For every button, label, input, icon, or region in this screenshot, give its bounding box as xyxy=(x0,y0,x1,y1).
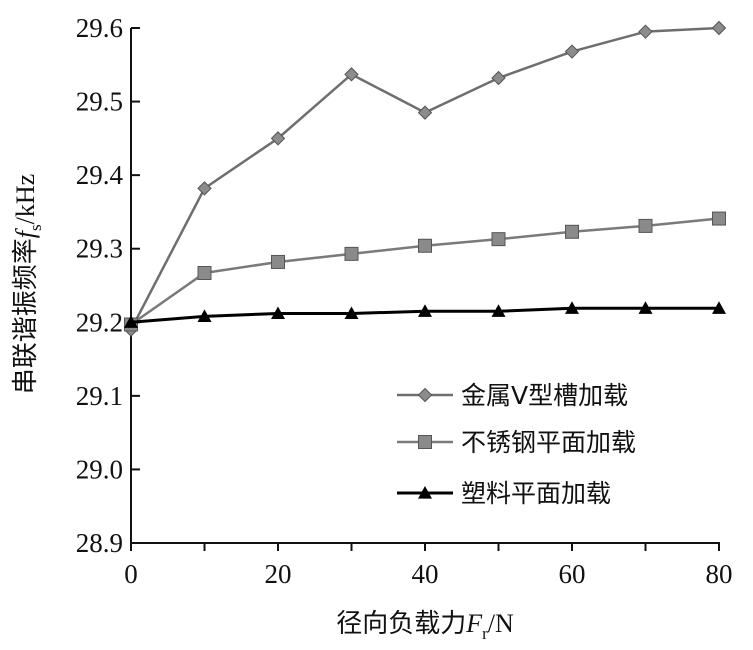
data-point xyxy=(564,44,580,59)
data-point xyxy=(197,265,212,280)
data-point xyxy=(344,306,359,320)
legend-item: 金属V型槽加载 xyxy=(397,381,628,410)
data-point xyxy=(638,301,653,314)
legend-marker xyxy=(418,435,432,449)
series-line xyxy=(129,26,720,331)
y-tick-label: 29.4 xyxy=(76,160,124,190)
y-tick-label: 29.5 xyxy=(76,87,123,117)
y-tick-labels: 28.9 29.0 29.1 29.2 29.3 29.4 29.5 29.6 xyxy=(76,13,124,558)
data-point xyxy=(565,224,579,239)
data-point xyxy=(491,304,506,317)
data-point xyxy=(344,67,359,82)
legend-label: 金属V型槽加载 xyxy=(461,381,628,410)
y-tick-label: 29.2 xyxy=(76,307,123,337)
data-point xyxy=(418,304,432,317)
data-point xyxy=(197,309,212,322)
data-point xyxy=(271,306,285,320)
x-tick-label: 80 xyxy=(706,559,733,589)
data-point xyxy=(418,238,432,253)
x-tick-label: 0 xyxy=(124,559,138,589)
x-tick-label: 40 xyxy=(412,559,439,589)
series-layer xyxy=(123,20,727,337)
x-tick-label: 60 xyxy=(559,559,586,589)
data-point xyxy=(491,70,506,86)
legend-marker xyxy=(417,387,433,403)
y-axis-title: 串联谐振频率fs/kHz xyxy=(11,174,45,394)
data-point xyxy=(712,211,726,226)
x-tick-label: 20 xyxy=(265,559,292,589)
data-point xyxy=(711,20,727,36)
y-tick-label: 29.3 xyxy=(76,234,123,264)
data-point xyxy=(638,218,653,233)
series-3 xyxy=(124,301,726,328)
series-2 xyxy=(124,211,726,332)
legend-label: 塑料平面加载 xyxy=(461,479,611,508)
legend-label: 不锈钢平面加载 xyxy=(461,428,636,457)
data-point xyxy=(124,315,138,328)
data-point xyxy=(565,301,579,314)
data-point xyxy=(417,105,433,120)
x-axis-title: 径向负载力Fr/N xyxy=(336,609,514,643)
legend-marker xyxy=(418,486,432,499)
data-point xyxy=(491,232,506,247)
y-tick-label: 29.6 xyxy=(76,13,123,43)
data-point xyxy=(344,246,359,261)
legend-item: 塑料平面加载 xyxy=(397,479,611,508)
y-tick-label: 29.0 xyxy=(76,454,123,484)
data-point xyxy=(712,301,726,314)
y-tick-label: 29.1 xyxy=(76,381,123,411)
y-tick-label: 28.9 xyxy=(76,528,123,558)
data-point xyxy=(638,24,653,39)
legend-item: 不锈钢平面加载 xyxy=(397,428,636,457)
data-point xyxy=(197,181,212,196)
series-1 xyxy=(123,20,727,337)
x-tick-labels: 0 20 40 60 80 xyxy=(124,559,732,589)
data-point xyxy=(270,131,286,146)
data-point xyxy=(271,254,285,269)
